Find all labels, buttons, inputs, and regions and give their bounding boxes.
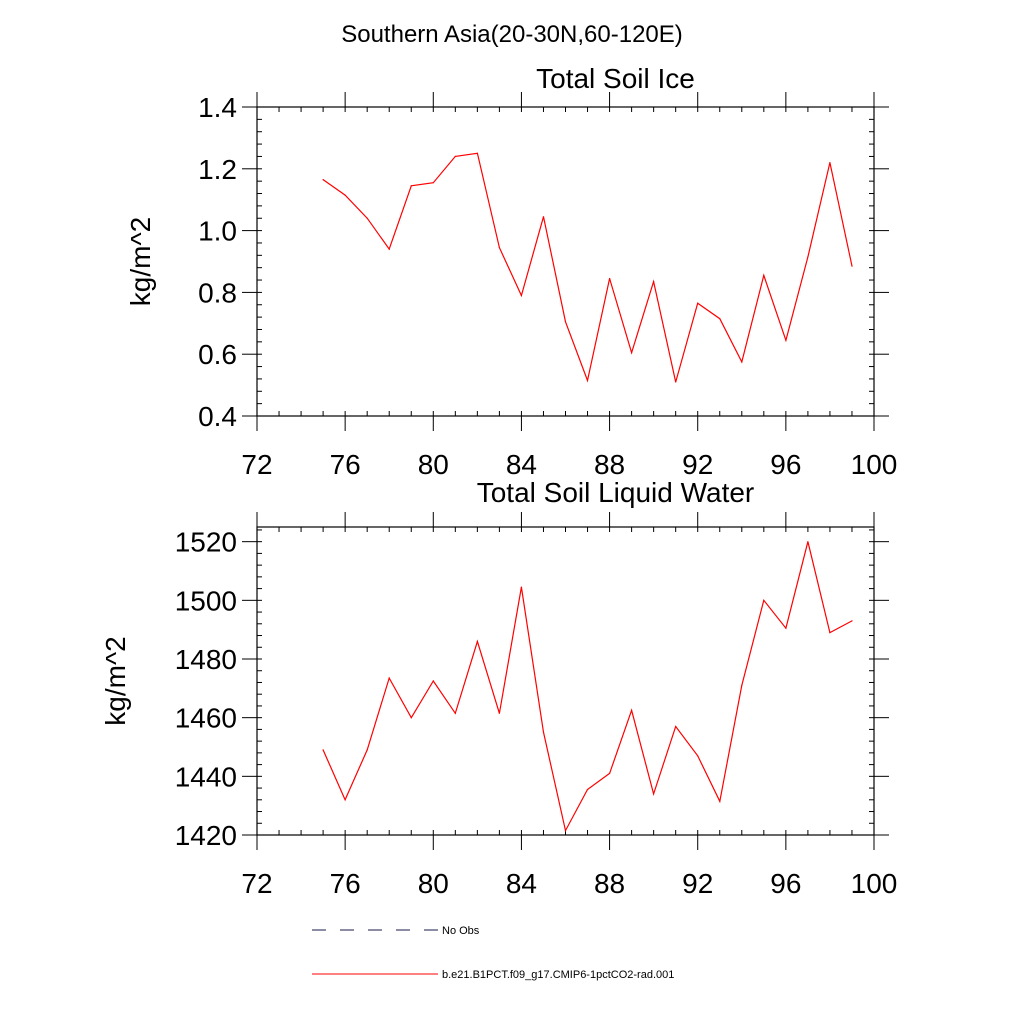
- data-point: [653, 793, 655, 795]
- y-axis-label: kg/m^2: [125, 217, 156, 306]
- data-point: [741, 684, 743, 687]
- x-tick-label: 80: [418, 449, 449, 480]
- x-tick-label: 100: [851, 449, 898, 480]
- data-point: [432, 182, 434, 184]
- y-tick-label: 0.6: [198, 339, 237, 370]
- data-point: [763, 599, 765, 601]
- y-tick-label: 1420: [175, 820, 237, 851]
- data-point: [432, 680, 434, 682]
- y-tick-label: 0.8: [198, 277, 237, 308]
- data-point: [719, 800, 721, 802]
- data-point: [454, 712, 456, 714]
- data-point: [829, 162, 831, 164]
- y-tick-label: 1.2: [198, 154, 237, 185]
- x-tick-label: 96: [770, 868, 801, 899]
- series-line: [322, 152, 853, 383]
- data-point: [564, 830, 567, 832]
- data-point: [609, 277, 611, 280]
- data-point: [542, 216, 545, 218]
- data-point: [410, 717, 412, 719]
- y-tick-label: 1460: [175, 703, 237, 734]
- data-point: [410, 185, 412, 187]
- data-point: [807, 256, 809, 258]
- data-point: [476, 640, 478, 643]
- panel-title: Total Soil Liquid Water: [477, 477, 755, 508]
- x-tick-label: 84: [506, 449, 537, 480]
- series-line: [322, 541, 853, 833]
- data-point: [520, 586, 523, 588]
- data-point: [366, 749, 368, 751]
- data-point: [653, 281, 655, 283]
- x-tick-label: 84: [506, 868, 537, 899]
- data-point: [498, 712, 500, 714]
- legend: No Obs b.e21.B1PCT.f09_g17.CMIP6-1pctCO2…: [312, 925, 674, 981]
- x-tick-label: 76: [330, 449, 361, 480]
- data-point: [344, 194, 346, 196]
- plot-frame: [256, 106, 875, 417]
- data-point: [697, 302, 699, 304]
- panel-total-soil-ice: Total Soil Ice 0.4 0.6 0.8 1.0 1.2 1.4 72 76 80 84…: [125, 63, 897, 480]
- data-point: [719, 318, 721, 320]
- data-point: [763, 274, 765, 276]
- panel-total-soil-liquid-water: Total Soil Liquid Water 1420 1440 1460 1480 1…: [100, 477, 897, 899]
- data-point: [388, 677, 390, 679]
- y-axis-label: kg/m^2: [100, 636, 131, 725]
- data-point: [322, 749, 324, 751]
- x-tick-label: 92: [682, 868, 713, 899]
- panel-title: Total Soil Ice: [536, 63, 695, 94]
- y-tick-label: 1520: [175, 527, 237, 558]
- data-point: [476, 152, 478, 154]
- y-tick-label: 1.0: [198, 216, 237, 247]
- figure-title: Southern Asia(20-30N,60-120E): [341, 21, 683, 48]
- y-tick-label: 1.4: [198, 92, 237, 123]
- data-point: [564, 321, 567, 323]
- data-point: [829, 632, 831, 634]
- data-point: [454, 155, 456, 157]
- data-point: [741, 361, 743, 363]
- data-point: [785, 339, 787, 341]
- data-point: [675, 381, 677, 383]
- data-point: [785, 627, 787, 629]
- data-point: [631, 352, 633, 354]
- data-point: [388, 248, 390, 250]
- x-tick-label: 88: [594, 449, 625, 480]
- x-tick-label: 92: [682, 449, 713, 480]
- y-tick-label: 1440: [175, 761, 237, 792]
- data-point: [851, 620, 853, 622]
- data-point: [609, 772, 611, 775]
- x-tick-label: 96: [770, 449, 801, 480]
- data-point: [697, 755, 699, 757]
- x-tick-label: 80: [418, 868, 449, 899]
- y-tick-label: 1500: [175, 585, 237, 616]
- data-point: [586, 379, 589, 382]
- legend-label-model: b.e21.B1PCT.f09_g17.CMIP6-1pctCO2-rad.00…: [442, 969, 674, 981]
- x-tick-label: 72: [241, 449, 272, 480]
- x-tick-label: 72: [241, 868, 272, 899]
- data-point: [344, 799, 346, 801]
- x-tick-label: 76: [330, 868, 361, 899]
- data-point: [542, 731, 545, 733]
- x-tick-label: 100: [851, 868, 898, 899]
- data-point: [366, 217, 368, 219]
- data-point: [631, 709, 633, 711]
- data-point: [807, 541, 809, 543]
- data-point: [675, 725, 677, 728]
- data-point: [520, 294, 523, 297]
- data-point: [322, 179, 324, 181]
- x-tick-label: 88: [594, 868, 625, 899]
- data-point: [851, 265, 853, 267]
- y-tick-label: 0.4: [198, 401, 237, 432]
- y-tick-label: 1480: [175, 644, 237, 675]
- data-point: [498, 247, 500, 249]
- legend-label-no-obs: No Obs: [442, 925, 480, 937]
- data-point: [586, 788, 589, 791]
